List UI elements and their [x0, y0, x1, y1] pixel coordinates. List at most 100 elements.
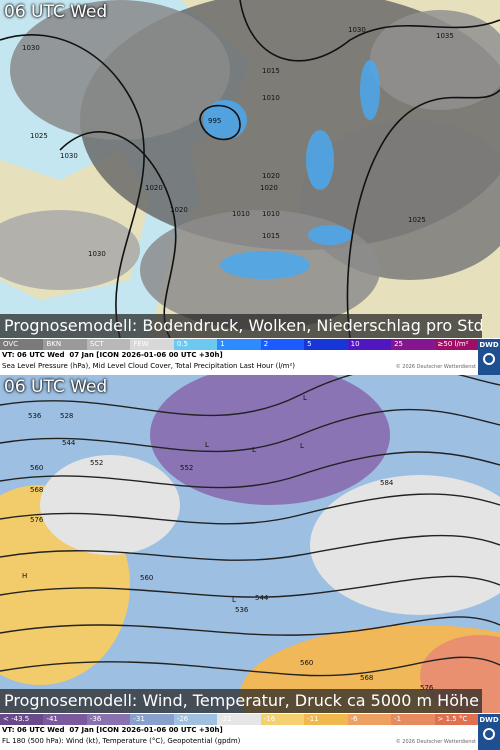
geopotential-line: [0, 534, 500, 561]
isobar: [346, 89, 500, 338]
map-label: 1010: [262, 210, 280, 218]
map-label: 560: [300, 659, 313, 667]
map-label: 1030: [22, 44, 40, 52]
map-label: 576: [30, 516, 44, 524]
mild-air: [40, 455, 180, 555]
map-label: 536: [235, 606, 249, 614]
map-label: 995: [208, 117, 221, 125]
geopotential-line: [0, 493, 500, 525]
legend-item: 10: [347, 339, 392, 350]
map-label: 1015: [262, 232, 280, 240]
geopotential-line: [0, 408, 500, 453]
logo: DWD: [478, 339, 500, 375]
cloud: [370, 10, 500, 110]
legend: OVC BKN SCT FEW 0.5 1 2 5 10 25 ≥50 l/m²: [0, 339, 478, 350]
map-label: 1030: [88, 250, 106, 258]
description: Sea Level Pressure (hPa), Mid Level Clou…: [2, 362, 295, 370]
map-label: H: [22, 572, 27, 580]
legend-item: > 1.5 °C: [434, 714, 478, 725]
map-label: 544: [62, 439, 76, 447]
map-label: L: [303, 394, 307, 402]
legend-item: OVC: [0, 339, 44, 350]
copyright: © 2026 Deutscher Wetterdienst: [395, 739, 476, 745]
caption: Prognosemodell: Wind, Temperatur, Druck …: [0, 689, 482, 713]
description: FL 180 (500 hPa): Wind (kt), Temperature…: [2, 737, 241, 745]
copyright: © 2026 Deutscher Wetterdienst: [395, 364, 476, 370]
coldest-air: [150, 375, 390, 505]
map-label: L: [232, 596, 236, 604]
legend-item: SCT: [86, 339, 131, 350]
legend-item: -11: [304, 714, 348, 725]
legend-item: 1: [217, 339, 261, 350]
valid-time: VT: 06 UTC Wed 07 Jan [ICON 2026-01-06 0…: [2, 351, 223, 359]
map-label: L: [300, 442, 304, 450]
map-label: 1035: [436, 32, 454, 40]
legend-item: -36: [86, 714, 131, 725]
map-label: 1030: [60, 152, 78, 160]
map-label: 544: [255, 594, 269, 602]
map-label: L: [205, 441, 209, 449]
geopotential-line: [0, 616, 500, 636]
map-label: 536: [28, 412, 42, 420]
legend-item: -1: [391, 714, 435, 725]
panel: 1030 1025 1020 1030 1030 995 1010 1015 1020 1010 1…: [0, 0, 500, 375]
precipitation: [203, 100, 247, 140]
cloud: [10, 0, 230, 140]
isobar: [199, 104, 241, 141]
map-label: 1010: [262, 94, 280, 102]
precipitation: [306, 130, 334, 190]
precipitation: [360, 60, 380, 120]
legend-item: ≥50 l/m²: [434, 339, 478, 350]
geopotential-line: [0, 451, 500, 489]
map-label: 552: [90, 459, 103, 467]
map-label: L: [252, 446, 256, 454]
mild-air: [310, 475, 500, 615]
legend-item: -6: [347, 714, 392, 725]
isobar: [59, 131, 177, 338]
time-label: 06 UTC Wed: [4, 2, 108, 22]
legend-item: 2: [260, 339, 305, 350]
isobar: [0, 34, 145, 338]
legend-item: -21: [217, 714, 261, 725]
map-label: 576: [420, 684, 434, 692]
map-label: 1015: [262, 67, 280, 75]
valid-time: VT: 06 UTC Wed 07 Jan [ICON 2026-01-06 0…: [2, 726, 223, 734]
map-label: 1020: [262, 172, 280, 180]
legend-item: 5: [304, 339, 348, 350]
time-label: 06 UTC Wed: [4, 377, 108, 397]
map-label: 1010: [232, 210, 250, 218]
map-label: 568: [30, 486, 43, 494]
map-label: 1020: [170, 206, 188, 214]
map-label: 1025: [408, 216, 426, 224]
legend-item: -26: [173, 714, 218, 725]
legend-item: -16: [260, 714, 305, 725]
legend-item: -41: [43, 714, 87, 725]
precipitation: [220, 251, 310, 279]
map-label: 1025: [30, 132, 48, 140]
logo: DWD: [478, 714, 500, 750]
geopotential-line: [0, 656, 500, 677]
legend: < -43.5 -41 -36 -31 -26 -21 -16 -11 -6 -1 > 1.5 °C: [0, 714, 478, 725]
panel: 536 528 544 552 560 568 576 560 584 552 536 544 560 5…: [0, 375, 500, 750]
legend-item: < -43.5: [0, 714, 44, 725]
isobar: [239, 0, 500, 62]
legend-item: FEW: [130, 339, 174, 350]
legend-item: 0.5: [173, 339, 218, 350]
map-label: 1020: [260, 184, 278, 192]
legend-item: 25: [391, 339, 435, 350]
precipitation: [308, 225, 352, 245]
geopotential-line: [0, 575, 500, 598]
map: 1030 1025 1020 1030 1030 995 1010 1015 1020 1010 1…: [0, 0, 500, 338]
map-label: 1030: [348, 26, 366, 34]
map-label: 560: [30, 464, 43, 472]
caption: Prognosemodell: Bodendruck, Wolken, Nied…: [0, 314, 482, 338]
cloud: [0, 210, 140, 290]
map-label: 584: [380, 479, 394, 487]
geopotential-line: [0, 375, 500, 417]
map-label: 1020: [145, 184, 163, 192]
map-label: 528: [60, 412, 73, 420]
map-label: 568: [360, 674, 373, 682]
map-label: 560: [140, 574, 153, 582]
map: 536 528 544 552 560 568 576 560 584 552 536 544 560 5…: [0, 375, 500, 713]
